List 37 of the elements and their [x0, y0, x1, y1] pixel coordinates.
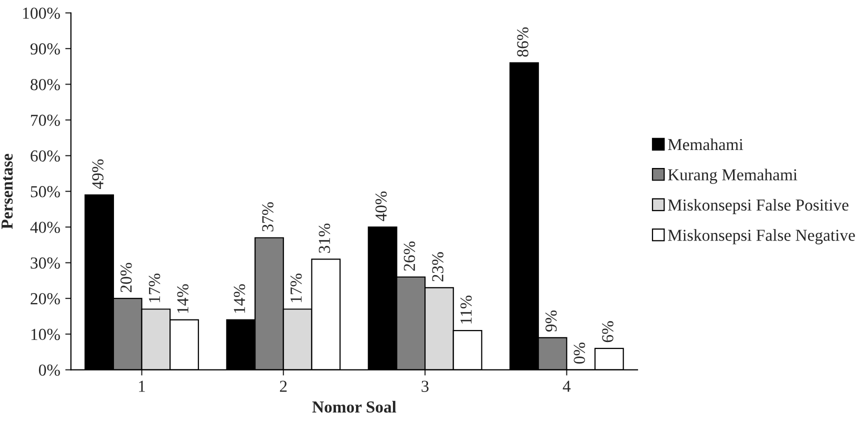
x-tick-label: 4: [562, 380, 571, 392]
data-label: 86%: [517, 27, 528, 57]
x-axis-title: Nomor Soal: [312, 400, 396, 413]
y-tick-label: 70%: [31, 114, 60, 126]
data-label: 49%: [92, 159, 104, 190]
data-label: 9%: [545, 310, 557, 332]
data-label: 26%: [404, 241, 416, 271]
y-tick-label: 0%: [38, 364, 60, 376]
y-tick-label: 50%: [30, 186, 60, 198]
legend-label: Kurang Memahami: [668, 168, 798, 184]
data-label: 11%: [460, 296, 472, 324]
data-label: 31%: [318, 224, 330, 253]
y-axis-title: Persentase: [2, 154, 13, 230]
data-label: 17%: [148, 274, 160, 302]
data-label: 14%: [234, 284, 246, 313]
y-tick-label: 60%: [30, 150, 60, 162]
data-label: 23%: [432, 252, 444, 282]
x-tick-label: 2: [280, 380, 287, 392]
data-label: 20%: [120, 262, 132, 292]
legend-label: Memahami: [668, 138, 744, 150]
data-label: 37%: [262, 202, 274, 232]
data-label: 14%: [177, 284, 188, 313]
y-tick-label: 80%: [30, 78, 60, 90]
y-tick-label: 100%: [23, 8, 60, 19]
y-tick-label: 40%: [30, 222, 60, 234]
data-label: 40%: [375, 192, 387, 222]
x-tick-label: 1: [139, 380, 145, 392]
data-label: 6%: [602, 321, 614, 342]
data-label: 17%: [290, 274, 302, 302]
y-tick-label: 20%: [30, 293, 60, 304]
x-tick-label: 3: [422, 380, 429, 392]
legend-label: Miskonsepsi False Negative: [668, 229, 855, 244]
y-tick-label: 90%: [30, 43, 60, 55]
legend-label: Miskonsepsi False Positive: [668, 198, 848, 214]
y-tick-label: 10%: [31, 328, 60, 340]
data-label: 0%: [574, 342, 586, 364]
y-tick-label: 30%: [30, 257, 60, 269]
